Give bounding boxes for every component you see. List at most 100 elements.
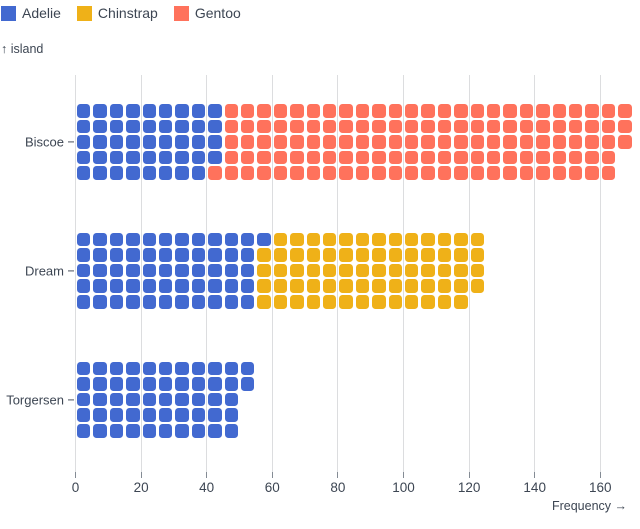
waffle-cell	[208, 248, 222, 262]
waffle-cell	[208, 135, 222, 149]
x-tick-label: 0	[71, 480, 80, 495]
waffle-cell	[585, 166, 599, 180]
waffle-cell	[224, 361, 239, 376]
waffle-cell	[93, 377, 107, 391]
waffle-cell	[208, 408, 222, 423]
waffle-cell	[519, 166, 534, 180]
waffle-cell	[339, 263, 353, 278]
waffle-cell	[109, 248, 124, 262]
waffle-cell	[536, 150, 550, 165]
y-tick-mark	[68, 141, 74, 143]
waffle-cell	[142, 392, 157, 407]
waffle-cell	[126, 295, 140, 309]
waffle-cell	[208, 263, 222, 278]
waffle-cell	[76, 263, 91, 278]
waffle-cell	[142, 361, 157, 376]
waffle-cell	[191, 150, 206, 165]
x-tick-mark	[468, 472, 470, 478]
waffle-cell	[224, 279, 239, 294]
waffle-cell	[437, 135, 452, 149]
y-tick-mark	[68, 270, 74, 272]
waffle-cell	[126, 119, 140, 134]
waffle-cell	[93, 150, 107, 165]
waffle-cell	[191, 424, 206, 438]
legend-label: Adelie	[22, 5, 61, 21]
waffle-cell	[552, 135, 567, 149]
waffle-cell	[142, 295, 157, 309]
waffle-cell	[372, 248, 386, 262]
waffle-cell	[306, 119, 321, 134]
waffle-cell	[257, 263, 271, 278]
waffle-cell	[109, 119, 124, 134]
waffle-cell	[175, 119, 189, 134]
waffle-cell	[240, 263, 255, 278]
legend-swatch-gentoo	[173, 5, 189, 21]
x-tick-label: 100	[392, 480, 415, 495]
waffle-cell	[175, 361, 189, 376]
waffle-cell	[372, 104, 386, 118]
waffle-cell	[142, 248, 157, 262]
waffle-cell	[224, 150, 239, 165]
waffle-cell	[191, 232, 206, 247]
legend-label: Chinstrap	[97, 5, 158, 21]
waffle-cell	[454, 295, 468, 309]
waffle-cell	[240, 135, 255, 149]
waffle-cell	[257, 150, 271, 165]
waffle-cell	[421, 295, 435, 309]
waffle-cell	[240, 166, 255, 180]
waffle-cell	[437, 263, 452, 278]
waffle-cell	[372, 135, 386, 149]
waffle-cell	[601, 166, 616, 180]
waffle-cell	[503, 119, 517, 134]
waffle-cell	[503, 150, 517, 165]
waffle-cell	[142, 424, 157, 438]
waffle-cell	[470, 104, 485, 118]
waffle-cell	[404, 119, 419, 134]
waffle-cell	[437, 295, 452, 309]
waffle-cell	[257, 119, 271, 134]
waffle-cell	[322, 119, 337, 134]
waffle-cell	[519, 150, 534, 165]
waffle-cell	[208, 166, 222, 180]
waffle-cell	[158, 248, 173, 262]
waffle-cell	[158, 392, 173, 407]
waffle-cell	[421, 279, 435, 294]
waffle-cell	[273, 248, 288, 262]
waffle-cell	[552, 150, 567, 165]
waffle-cell	[224, 135, 239, 149]
waffle-cell	[175, 135, 189, 149]
waffle-cell	[454, 232, 468, 247]
waffle-cell	[93, 408, 107, 423]
waffle-cell	[536, 135, 550, 149]
waffle-cell	[503, 135, 517, 149]
waffle-cell	[76, 248, 91, 262]
waffle-cell	[437, 166, 452, 180]
waffle-cell	[93, 424, 107, 438]
waffle-cell	[109, 408, 124, 423]
waffle-cell	[601, 150, 616, 165]
waffle-cell	[240, 248, 255, 262]
waffle-cell	[618, 135, 632, 149]
waffle-cell	[109, 150, 124, 165]
waffle-cell	[437, 119, 452, 134]
waffle-cell	[306, 295, 321, 309]
waffle-cell	[208, 377, 222, 391]
waffle-cell	[273, 166, 288, 180]
waffle-cell	[76, 232, 91, 247]
waffle-cell	[322, 166, 337, 180]
waffle-cell	[93, 248, 107, 262]
waffle-cell	[322, 295, 337, 309]
waffle-cell	[109, 295, 124, 309]
waffle-cell	[76, 150, 91, 165]
waffle-cell	[421, 119, 435, 134]
legend: Adelie Chinstrap Gentoo	[1, 5, 241, 21]
waffle-cell	[437, 150, 452, 165]
waffle-cell	[175, 279, 189, 294]
waffle-cell	[290, 248, 304, 262]
waffle-cell	[240, 104, 255, 118]
waffle-cell	[126, 232, 140, 247]
waffle-cell	[322, 135, 337, 149]
waffle-cell	[158, 361, 173, 376]
waffle-cell	[404, 166, 419, 180]
waffle-cell	[109, 361, 124, 376]
